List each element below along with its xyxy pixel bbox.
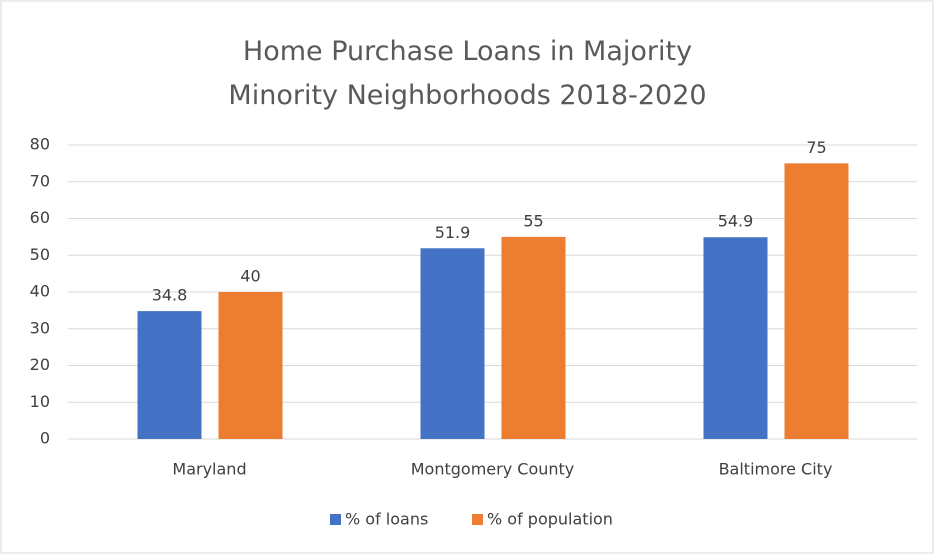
data-label: 40 [240, 267, 260, 286]
x-tick-label: Baltimore City [719, 460, 833, 479]
y-tick-label: 0 [40, 429, 50, 448]
bar [501, 236, 566, 439]
data-label: 34.8 [152, 286, 188, 305]
bar [784, 163, 849, 439]
y-tick-label: 10 [30, 392, 50, 411]
x-tick-label: Maryland [172, 460, 246, 479]
x-tick-label: Montgomery County [411, 460, 575, 479]
data-label: 55 [523, 211, 543, 230]
y-tick-label: 60 [30, 208, 50, 227]
data-label: 75 [806, 138, 826, 157]
y-tick-label: 40 [30, 282, 50, 301]
chart-title: Home Purchase Loans in Majority Minority… [228, 36, 707, 111]
bar [137, 311, 202, 439]
legend-swatch [472, 514, 483, 525]
bar [703, 237, 768, 439]
y-tick-label: 30 [30, 318, 50, 337]
y-tick-label: 70 [30, 171, 50, 190]
y-tick-label: 50 [30, 245, 50, 264]
data-label: 51.9 [435, 223, 471, 242]
y-tick-label: 80 [30, 135, 50, 154]
bar [420, 248, 485, 439]
legend-label: % of population [487, 510, 613, 529]
legend-swatch [330, 514, 341, 525]
bar [218, 292, 283, 439]
legend-label: % of loans [345, 510, 428, 529]
data-label: 54.9 [718, 212, 754, 231]
y-tick-label: 20 [30, 355, 50, 374]
